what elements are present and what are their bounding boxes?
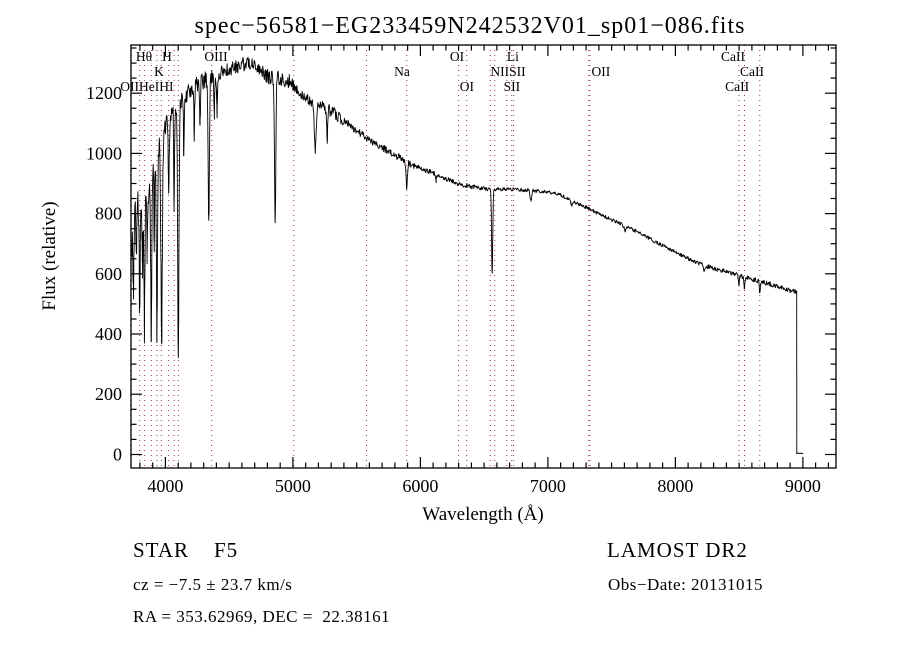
y-tick-label: 800 (95, 204, 122, 224)
spectral-line-markers (130, 45, 761, 468)
line-label: OII (592, 64, 611, 79)
y-axis-label: Flux (relative) (39, 201, 60, 310)
spectral-line-labels: Hθ H OIII OI Li CaII K Na NIISII OII CaII OIIHeIHI O… (120, 49, 764, 94)
axis-tick-labels: 4000 5000 6000 7000 8000 9000 0 200 400 600 800 100… (86, 83, 821, 496)
y-tick-label: 200 (95, 384, 122, 404)
line-label: SII (504, 79, 521, 94)
x-tick-label: 6000 (402, 476, 438, 496)
line-label: Li (507, 49, 519, 64)
x-tick-label: 7000 (530, 476, 566, 496)
line-label: CaII (725, 79, 749, 94)
y-tick-label: 600 (95, 264, 122, 284)
line-label: NIISII (490, 64, 526, 79)
survey-release-text: LAMOST DR2 (607, 538, 748, 562)
y-tick-label: 1200 (86, 83, 122, 103)
line-label: CaII (721, 49, 745, 64)
x-tick-label: 4000 (147, 476, 183, 496)
coordinates-text: RA = 353.62969, DEC = 22.38161 (133, 607, 390, 626)
line-label: H (162, 49, 172, 64)
classification-text: STAR F5 (133, 538, 238, 562)
flux-curve (130, 56, 804, 455)
line-label: Na (394, 64, 410, 79)
y-tick-label: 1000 (86, 143, 122, 163)
obs-date-text: Obs−Date: 20131015 (608, 575, 763, 594)
x-tick-label: 8000 (657, 476, 693, 496)
radial-velocity-text: cz = −7.5 ± 23.7 km/s (133, 575, 292, 594)
line-label: K (154, 64, 164, 79)
line-label: Hθ (136, 49, 152, 64)
x-tick-label: 5000 (275, 476, 311, 496)
line-label: OI (450, 49, 465, 64)
line-label: OIII (204, 49, 228, 64)
line-label: OIIHeIHI (120, 79, 174, 94)
line-label: OI (460, 79, 475, 94)
page-title: spec−56581−EG233459N242532V01_sp01−086.f… (195, 13, 746, 39)
spectrum-line (130, 56, 804, 455)
line-label: CaII (740, 64, 764, 79)
axis-ticks (131, 45, 836, 468)
plot-frame (130, 44, 837, 469)
y-tick-label: 400 (95, 324, 122, 344)
x-tick-label: 9000 (785, 476, 821, 496)
y-tick-label: 0 (113, 445, 122, 465)
x-axis-label: Wavelength (Å) (422, 504, 543, 525)
